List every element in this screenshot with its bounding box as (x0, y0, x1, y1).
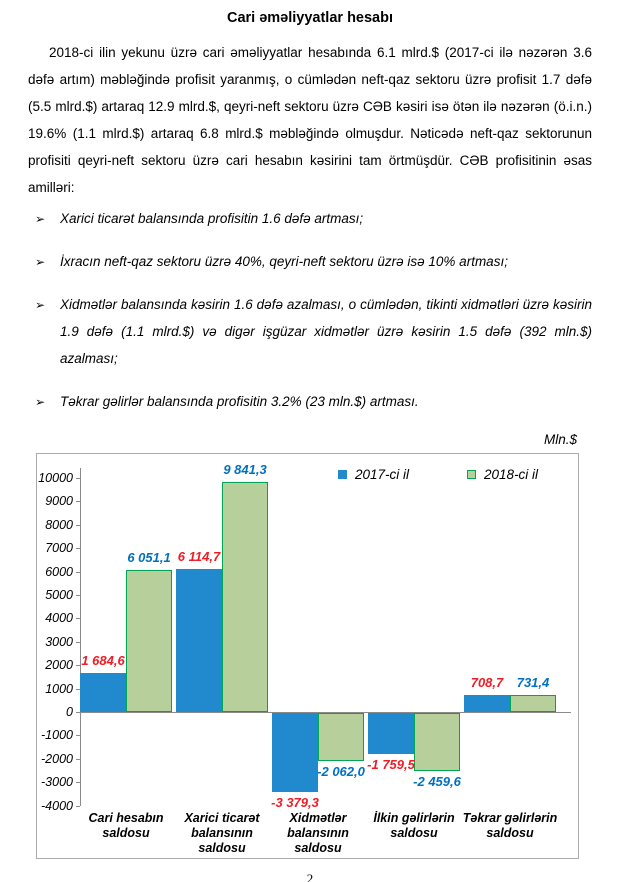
y-axis-tick-label: 3000 (45, 634, 73, 649)
y-axis-tick-label: 4000 (45, 611, 73, 626)
y-axis-tick-label: 5000 (45, 588, 73, 602)
data-label: 6 114,7 (177, 548, 221, 564)
data-label: -3 379,3 (271, 795, 319, 811)
bullet-text: Xidmətlər balansında kəsirin 1.6 dəfə az… (60, 297, 592, 366)
legend-swatch (338, 470, 347, 479)
y-axis-tick-mark (76, 782, 80, 784)
category-label: Xarici ticarət balansının saldosu (184, 811, 260, 855)
bullet-item: ➢ Təkrar gəlirlər balansında profisitin … (28, 388, 592, 415)
data-label: 731,4 (516, 674, 550, 690)
bullet-text: İxracın neft-qaz sektoru üzrə 40%, qeyri… (60, 254, 508, 269)
legend-item: 2018-ci il (467, 467, 538, 482)
y-axis-tick-label: 8000 (45, 517, 73, 532)
y-axis-tick-mark (76, 524, 80, 526)
bullet-item: ➢ Xarici ticarət balansında profisitin 1… (28, 205, 592, 232)
bullet-text: Təkrar gəlirlər balansında profisitin 3.… (60, 394, 419, 409)
y-axis-tick-label: 9000 (45, 494, 73, 509)
category-label: İlkin gəlirlərin saldosu (373, 811, 455, 840)
y-axis-tick-mark (76, 548, 80, 550)
bullet-item: ➢ Xidmətlər balansında kəsirin 1.6 dəfə … (28, 291, 592, 372)
y-axis-tick-label: -1000 (41, 728, 73, 743)
y-axis-tick-mark (76, 688, 80, 690)
bar-2017 (464, 695, 510, 712)
y-axis-tick-mark (76, 641, 80, 643)
bar-2017 (176, 568, 222, 712)
y-axis-tick-mark (76, 735, 80, 737)
bullet-list: ➢ Xarici ticarət balansında profisitin 1… (28, 205, 592, 415)
page-title: Cari əməliyyatlar hesabı (226, 10, 394, 26)
arrow-bullet-icon: ➢ (35, 395, 46, 409)
y-axis-tick-mark (76, 665, 80, 667)
y-axis-tick-label: 10000 (38, 471, 73, 485)
y-axis-tick-label: 6000 (45, 564, 73, 579)
data-label: -2 459,6 (413, 773, 461, 789)
y-axis-tick-label: 0 (66, 705, 73, 719)
data-label: 6 051,1 (127, 550, 171, 566)
category-label: Təkrar gəlirlərin saldosu (462, 811, 558, 840)
category-label: Xidmətlər balansının saldosu (287, 811, 349, 855)
data-label: 708,7 (470, 675, 504, 691)
legend-label: 2018-ci il (484, 467, 539, 482)
y-axis-tick-mark (76, 805, 80, 807)
chart-legend: 2017-ci il 2018-ci il (338, 467, 538, 482)
bar-2017 (368, 713, 414, 755)
y-axis-tick-mark (76, 618, 80, 620)
page-number: 2 (306, 871, 314, 882)
data-label: 9 841,3 (223, 461, 267, 477)
chart-unit-label: Mln.$ (543, 432, 577, 447)
y-axis-tick-label: 7000 (45, 541, 73, 556)
bar-2018 (126, 570, 172, 712)
bar-2018 (414, 713, 460, 771)
y-axis-tick-mark (76, 712, 80, 713)
data-label: -1 759,5 (367, 757, 415, 773)
bar-2018 (510, 694, 556, 712)
arrow-bullet-icon: ➢ (35, 255, 46, 269)
y-axis-tick-mark (76, 478, 80, 479)
y-axis-tick-mark (76, 758, 80, 760)
arrow-bullet-icon: ➢ (35, 212, 46, 226)
bar-chart: 2017-ci il 2018-ci il 10000 9000 8000 7000 60… (36, 453, 579, 859)
arrow-bullet-icon: ➢ (35, 298, 46, 312)
y-axis-tick-mark (76, 571, 80, 573)
y-axis-line (80, 468, 81, 806)
legend-swatch (467, 470, 477, 479)
y-axis-tick-label: -2000 (41, 751, 73, 766)
bar-2018 (318, 713, 364, 762)
category-label: Cari hesabın saldosu (88, 811, 164, 840)
y-axis-tick-label: -4000 (41, 798, 73, 813)
y-axis-tick-label: 1000 (45, 681, 73, 696)
bar-2017 (272, 713, 318, 793)
y-axis-tick-label: -3000 (41, 775, 73, 790)
x-axis-line (80, 712, 571, 713)
bullet-item: ➢ İxracın neft-qaz sektoru üzrə 40%, qey… (28, 248, 592, 275)
y-axis-tick-mark (76, 595, 80, 596)
bullet-text: Xarici ticarət balansında profisitin 1.6… (60, 211, 364, 226)
bar-2017 (80, 672, 126, 712)
legend-label: 2017-ci il (355, 467, 410, 482)
y-axis-tick-mark (76, 501, 80, 503)
data-label: 1 684,6 (81, 652, 125, 668)
y-axis-tick-label: 2000 (45, 658, 73, 673)
data-label: -2 062,0 (317, 764, 365, 780)
intro-paragraph: 2018-ci ilin yekunu üzrə cari əməliyyatl… (28, 45, 592, 195)
legend-item: 2017-ci il (338, 467, 409, 482)
bar-2018 (222, 481, 268, 712)
